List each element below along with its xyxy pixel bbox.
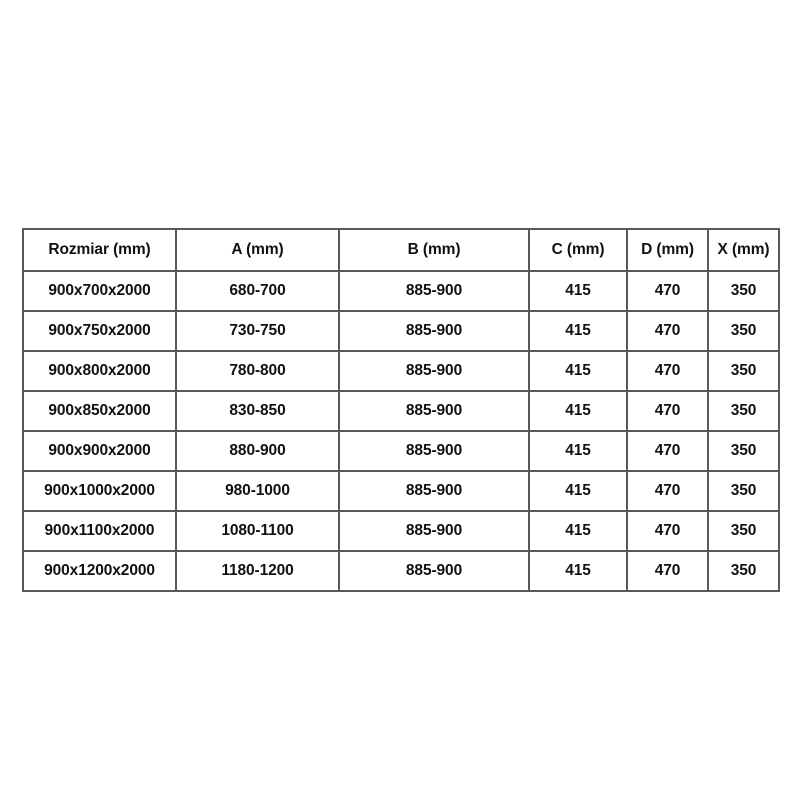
table-row: 900x750x2000 730-750 885-900 415 470 350 xyxy=(22,310,780,352)
cell-b: 885-900 xyxy=(338,430,530,472)
cell-d: 470 xyxy=(626,350,709,392)
specification-table: Rozmiar (mm) A (mm) B (mm) C (mm) D (mm)… xyxy=(22,228,780,592)
cell-size: 900x800x2000 xyxy=(22,350,177,392)
column-header-d: D (mm) xyxy=(626,228,709,272)
cell-a: 830-850 xyxy=(175,390,340,432)
cell-b: 885-900 xyxy=(338,550,530,592)
cell-x: 350 xyxy=(707,430,780,472)
cell-d: 470 xyxy=(626,510,709,552)
column-header-c: C (mm) xyxy=(528,228,628,272)
cell-c: 415 xyxy=(528,310,628,352)
cell-size: 900x750x2000 xyxy=(22,310,177,352)
column-header-rozmiar: Rozmiar (mm) xyxy=(22,228,177,272)
table-body: 900x700x2000 680-700 885-900 415 470 350… xyxy=(22,270,780,592)
cell-c: 415 xyxy=(528,430,628,472)
cell-c: 415 xyxy=(528,550,628,592)
cell-b: 885-900 xyxy=(338,310,530,352)
cell-size: 900x850x2000 xyxy=(22,390,177,432)
cell-size: 900x1000x2000 xyxy=(22,470,177,512)
cell-c: 415 xyxy=(528,510,628,552)
cell-b: 885-900 xyxy=(338,350,530,392)
cell-x: 350 xyxy=(707,510,780,552)
cell-a: 880-900 xyxy=(175,430,340,472)
table-row: 900x1000x2000 980-1000 885-900 415 470 3… xyxy=(22,470,780,512)
cell-size: 900x700x2000 xyxy=(22,270,177,312)
cell-d: 470 xyxy=(626,310,709,352)
cell-x: 350 xyxy=(707,390,780,432)
cell-c: 415 xyxy=(528,390,628,432)
cell-c: 415 xyxy=(528,470,628,512)
cell-x: 350 xyxy=(707,310,780,352)
cell-b: 885-900 xyxy=(338,470,530,512)
cell-a: 1180-1200 xyxy=(175,550,340,592)
table-header: Rozmiar (mm) A (mm) B (mm) C (mm) D (mm)… xyxy=(22,228,780,272)
cell-b: 885-900 xyxy=(338,510,530,552)
cell-c: 415 xyxy=(528,350,628,392)
cell-a: 980-1000 xyxy=(175,470,340,512)
cell-a: 680-700 xyxy=(175,270,340,312)
column-header-a: A (mm) xyxy=(175,228,340,272)
cell-size: 900x1100x2000 xyxy=(22,510,177,552)
table-row: 900x700x2000 680-700 885-900 415 470 350 xyxy=(22,270,780,312)
cell-a: 1080-1100 xyxy=(175,510,340,552)
cell-size: 900x900x2000 xyxy=(22,430,177,472)
cell-x: 350 xyxy=(707,550,780,592)
cell-d: 470 xyxy=(626,470,709,512)
cell-d: 470 xyxy=(626,390,709,432)
specification-table-container: Rozmiar (mm) A (mm) B (mm) C (mm) D (mm)… xyxy=(22,228,780,592)
cell-c: 415 xyxy=(528,270,628,312)
cell-x: 350 xyxy=(707,270,780,312)
cell-a: 730-750 xyxy=(175,310,340,352)
cell-d: 470 xyxy=(626,270,709,312)
table-row: 900x800x2000 780-800 885-900 415 470 350 xyxy=(22,350,780,392)
cell-x: 350 xyxy=(707,350,780,392)
column-header-b: B (mm) xyxy=(338,228,530,272)
cell-d: 470 xyxy=(626,550,709,592)
cell-size: 900x1200x2000 xyxy=(22,550,177,592)
cell-b: 885-900 xyxy=(338,390,530,432)
cell-d: 470 xyxy=(626,430,709,472)
table-row: 900x850x2000 830-850 885-900 415 470 350 xyxy=(22,390,780,432)
cell-a: 780-800 xyxy=(175,350,340,392)
column-header-x: X (mm) xyxy=(707,228,780,272)
table-row: 900x1100x2000 1080-1100 885-900 415 470 … xyxy=(22,510,780,552)
table-row: 900x1200x2000 1180-1200 885-900 415 470 … xyxy=(22,550,780,592)
table-row: 900x900x2000 880-900 885-900 415 470 350 xyxy=(22,430,780,472)
cell-x: 350 xyxy=(707,470,780,512)
table-header-row: Rozmiar (mm) A (mm) B (mm) C (mm) D (mm)… xyxy=(22,228,780,272)
cell-b: 885-900 xyxy=(338,270,530,312)
